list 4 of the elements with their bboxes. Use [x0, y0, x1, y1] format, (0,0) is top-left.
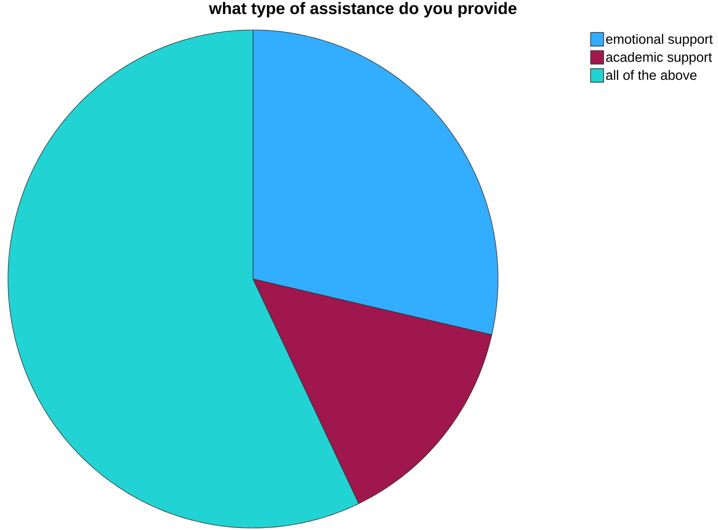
legend-label: emotional support: [606, 34, 713, 47]
chart-title: what type of assistance do you provide: [208, 2, 516, 18]
legend-label: all of the above: [606, 70, 696, 80]
legend-label: academic support: [606, 52, 712, 65]
